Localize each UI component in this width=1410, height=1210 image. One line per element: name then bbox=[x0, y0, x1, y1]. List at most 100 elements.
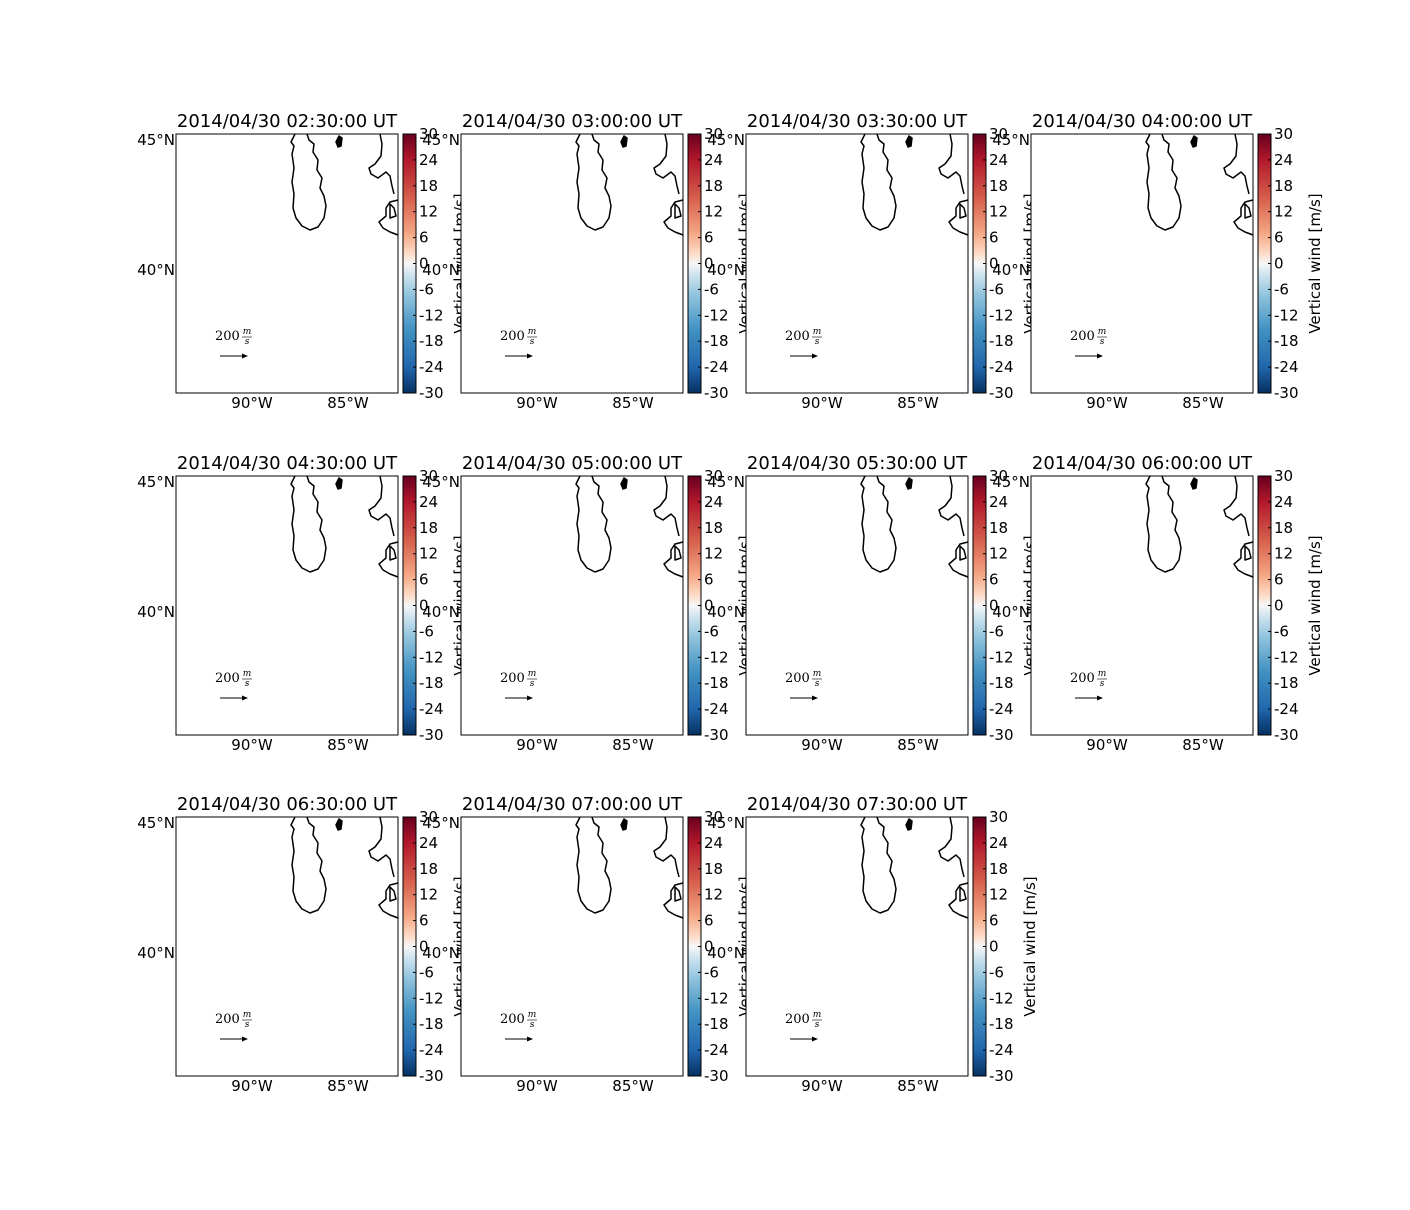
quiver-key-unit-num: m bbox=[813, 669, 822, 679]
colorbar-tick-label: -18 bbox=[704, 674, 729, 692]
quiver-key-unit-num: m bbox=[1098, 327, 1107, 337]
lat-label: 45°N bbox=[992, 473, 1030, 491]
lat-label: 45°N bbox=[707, 131, 745, 149]
colorbar-tick-label: -24 bbox=[1274, 700, 1299, 718]
colorbar-tick-label: 12 bbox=[419, 545, 438, 563]
quiver-key-unit-den: s bbox=[245, 679, 250, 689]
lat-label: 45°N bbox=[422, 814, 460, 832]
colorbar-tick-label: 30 bbox=[1274, 467, 1293, 485]
colorbar-tick-label: -6 bbox=[419, 963, 434, 981]
colorbar-tick-label: -30 bbox=[989, 1067, 1014, 1085]
colorbar-tick-label: -12 bbox=[419, 989, 444, 1007]
colorbar-tick-label: 30 bbox=[989, 125, 1008, 143]
colorbar-tick-label: -6 bbox=[419, 622, 434, 640]
panel-title: 2014/04/30 05:00:00 UT bbox=[462, 453, 683, 474]
colorbar-tick-label: -24 bbox=[419, 700, 444, 718]
lon-label: 85°W bbox=[897, 736, 939, 754]
colorbar-tick-label: -12 bbox=[989, 306, 1014, 324]
colorbar-tick-label: -6 bbox=[419, 280, 434, 298]
colorbar-tick-label: 12 bbox=[989, 545, 1008, 563]
colorbar-tick-label: -12 bbox=[989, 648, 1014, 666]
colorbar-tick-label: 6 bbox=[704, 912, 714, 930]
quiver-key-value: 200 bbox=[785, 671, 810, 686]
lon-label: 85°W bbox=[612, 736, 654, 754]
colorbar-tick-label: 12 bbox=[419, 886, 438, 904]
colorbar-tick-label: -24 bbox=[989, 700, 1014, 718]
colorbar-tick-label: -24 bbox=[419, 1041, 444, 1059]
lon-label: 90°W bbox=[231, 1077, 273, 1095]
colorbar-tick-label: 0 bbox=[704, 597, 714, 615]
quiver-key-unit-num: m bbox=[1098, 669, 1107, 679]
lon-label: 85°W bbox=[327, 394, 369, 412]
lat-label: 40°N bbox=[992, 603, 1030, 621]
lat-label: 45°N bbox=[422, 131, 460, 149]
colorbar-tick-label: 18 bbox=[419, 860, 438, 878]
panel-title: 2014/04/30 06:30:00 UT bbox=[177, 794, 398, 815]
panel-title: 2014/04/30 05:30:00 UT bbox=[747, 453, 968, 474]
colorbar-tick-label: -6 bbox=[989, 280, 1004, 298]
quiver-key-unit-den: s bbox=[245, 1020, 250, 1030]
colorbar-tick-label: -30 bbox=[704, 1067, 729, 1085]
quiver-key-unit-num: m bbox=[528, 1010, 537, 1020]
colorbar-tick-label: -30 bbox=[704, 726, 729, 744]
panel-title: 2014/04/30 02:30:00 UT bbox=[177, 111, 398, 132]
lat-label: 45°N bbox=[137, 131, 175, 149]
colorbar-tick-label: -18 bbox=[704, 332, 729, 350]
lat-label: 40°N bbox=[707, 944, 745, 962]
quiver-arrowhead bbox=[242, 353, 248, 359]
colorbar-tick-label: 24 bbox=[989, 834, 1008, 852]
colorbar-tick-label: 24 bbox=[419, 493, 438, 511]
colorbar-tick-label: 18 bbox=[704, 177, 723, 195]
quiver-key-unit-den: s bbox=[530, 679, 535, 689]
map-frame bbox=[745, 133, 969, 394]
colorbar-tick-label: 6 bbox=[419, 571, 429, 589]
colorbar-tick-label: -12 bbox=[1274, 648, 1299, 666]
lat-label: 40°N bbox=[422, 944, 460, 962]
colorbar-tick-label: 18 bbox=[704, 519, 723, 537]
colorbar-tick-label: 0 bbox=[704, 255, 714, 273]
lat-label: 45°N bbox=[137, 814, 175, 832]
quiver-key-value: 200 bbox=[500, 329, 525, 344]
colorbar-tick-label: -18 bbox=[419, 1015, 444, 1033]
quiver-arrowhead bbox=[527, 353, 533, 359]
colorbar-tick-label: 18 bbox=[1274, 177, 1293, 195]
map-frame bbox=[745, 475, 969, 736]
quiver-key-value: 200 bbox=[1070, 329, 1095, 344]
colorbar-tick-label: 0 bbox=[419, 597, 429, 615]
colorbar-tick-label: 24 bbox=[989, 151, 1008, 169]
colorbar-tick-label: -6 bbox=[1274, 622, 1289, 640]
colorbar-tick-label: 6 bbox=[1274, 229, 1284, 247]
quiver-key-value: 200 bbox=[215, 671, 240, 686]
colorbar-tick-label: -18 bbox=[989, 332, 1014, 350]
lon-label: 90°W bbox=[516, 1077, 558, 1095]
quiver-key-unit-den: s bbox=[1100, 679, 1105, 689]
map-frame bbox=[460, 133, 684, 394]
panel-title: 2014/04/30 04:30:00 UT bbox=[177, 453, 398, 474]
colorbar-tick-label: 6 bbox=[989, 229, 999, 247]
colorbar-tick-label: -30 bbox=[419, 726, 444, 744]
colorbar-tick-label: 0 bbox=[704, 938, 714, 956]
colorbar-tick-label: 18 bbox=[989, 177, 1008, 195]
quiver-key-unit-num: m bbox=[528, 327, 537, 337]
colorbar-tick-label: -18 bbox=[989, 674, 1014, 692]
colorbar-tick-label: -24 bbox=[704, 358, 729, 376]
colorbar-tick-label: 30 bbox=[1274, 125, 1293, 143]
colorbar-tick-label: 18 bbox=[989, 519, 1008, 537]
colorbar-tick-label: 6 bbox=[704, 571, 714, 589]
lat-label: 40°N bbox=[422, 603, 460, 621]
colorbar-tick-label: -6 bbox=[704, 963, 719, 981]
colorbar-tick-label: 12 bbox=[704, 886, 723, 904]
colorbar-tick-label: -24 bbox=[704, 700, 729, 718]
colorbar-tick-label: 0 bbox=[419, 938, 429, 956]
lon-label: 85°W bbox=[612, 394, 654, 412]
